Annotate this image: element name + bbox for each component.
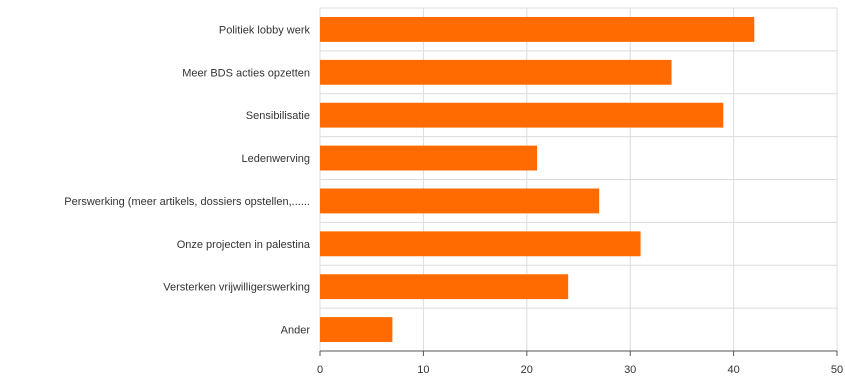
x-tick-label: 50 [831,364,843,376]
category-label: Ledenwerving [242,153,311,165]
category-label: Onze projecten in palestina [177,239,311,251]
bar [320,17,755,42]
x-axis: 0 10 20 30 40 50 [317,350,843,376]
category-label: Politiek lobby werk [219,24,311,36]
category-labels: Politiek lobby werk Meer BDS acties opzet… [64,24,311,336]
bar [320,188,600,214]
x-tick-label: 0 [317,364,323,376]
x-tick-label: 20 [521,364,533,376]
x-tick-label: 40 [727,364,739,376]
bar [320,231,641,257]
bar [320,59,672,85]
bar [320,145,538,171]
category-label: Perswerking (meer artikels, dossiers ops… [64,196,310,208]
grid-lines [319,7,838,352]
category-label: Meer BDS acties opzetten [182,67,310,79]
bar [320,102,724,128]
category-label: Versterken vrijwilligerswerking [163,282,310,294]
category-label: Sensibilisatie [246,110,310,122]
category-label: Ander [281,325,311,337]
x-tick-label: 30 [624,364,636,376]
bar [320,317,393,342]
x-tick-label: 10 [417,364,429,376]
bar [320,274,569,300]
bars [320,17,755,342]
